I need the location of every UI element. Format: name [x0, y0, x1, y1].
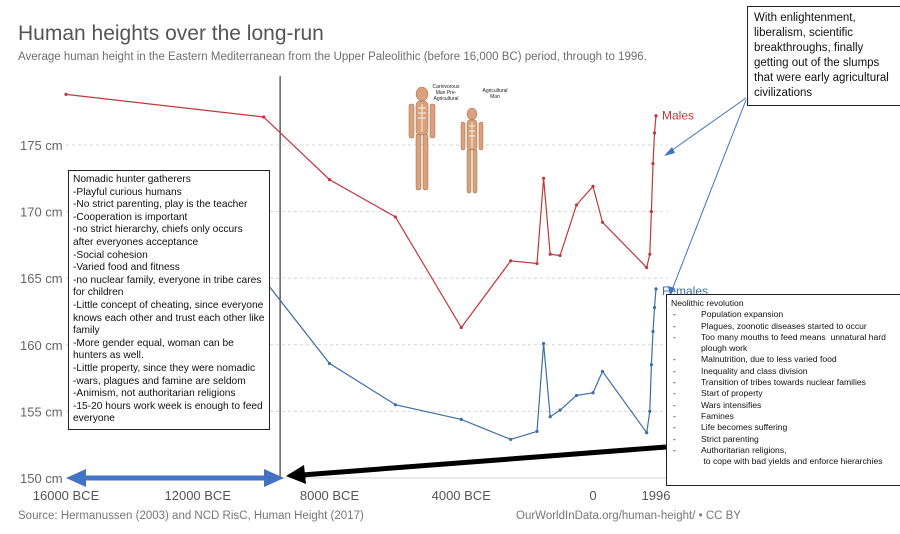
skeleton-illustration: Carnivorous Man Pre-Agricultural Agricul…	[404, 82, 516, 206]
y-tick-label: 170 cm	[20, 205, 63, 220]
data-point	[648, 252, 652, 256]
y-tick-label: 150 cm	[20, 471, 63, 486]
y-tick-label: 165 cm	[20, 271, 63, 286]
neolithic-item: Too many mouths to feed means unnatural …	[671, 332, 896, 355]
owid-credit: OurWorldInData.org/human-height/ • CC BY	[516, 510, 741, 522]
data-point	[651, 162, 655, 166]
hunter-gatherer-line: -Little property, since they were nomadi…	[73, 362, 256, 374]
neolithic-revolution-textbox: Neolithic revolution Population expansio…	[666, 294, 900, 486]
data-point	[645, 265, 649, 270]
data-point	[459, 325, 463, 330]
data-point	[648, 409, 652, 413]
neolithic-item: Wars intensifies	[671, 400, 896, 412]
data-point	[548, 252, 552, 256]
neolithic-item: Inequality and class division	[671, 366, 896, 378]
data-point	[327, 178, 332, 182]
hunter-gatherer-line: -15-20 hours work week is enough to feed…	[73, 400, 266, 425]
y-tick-label: 175 cm	[20, 138, 63, 153]
series-label: Males	[662, 109, 694, 123]
hunter-gatherer-line: -Cooperation is important	[73, 211, 188, 223]
chart-title: Human heights over the long-run	[18, 22, 324, 45]
hunter-gatherer-line: -Animism, not authoritarian religions	[73, 388, 236, 400]
neolithic-item: Authoritarian religions, to cope with ba…	[671, 445, 896, 468]
hunter-gatherer-line: -wars, plagues and famine are seldom	[73, 375, 246, 387]
source-note: Source: Hermanussen (2003) and NCD RisC,…	[18, 510, 364, 522]
data-point	[548, 415, 552, 419]
hunter-gatherer-line: -no strict hierarchy, chiefs only occurs…	[73, 224, 246, 248]
data-point	[541, 176, 546, 180]
data-point	[600, 220, 605, 224]
data-point	[558, 253, 562, 258]
x-tick-label: 12000 BCE	[165, 488, 232, 503]
hunter-gatherer-line: Nomadic hunter gatherers	[73, 174, 191, 185]
series-line-females	[246, 257, 657, 441]
hunter-gatherer-line: -Playful curious humans	[73, 186, 182, 198]
data-point	[558, 408, 562, 412]
paleolithic-arrow-head-left	[66, 469, 86, 487]
hunter-gatherer-line: -More gender equal, woman can be hunters…	[73, 337, 237, 362]
data-point	[652, 131, 657, 135]
chart-subtitle: Average human height in the Eastern Medi…	[18, 51, 647, 63]
data-point	[393, 215, 397, 219]
data-point	[459, 417, 463, 421]
data-point	[654, 287, 658, 291]
x-tick-label: 4000 BCE	[432, 488, 492, 503]
neolithic-item: Famines	[671, 411, 896, 423]
hunter-gatherer-line: -Varied food and fitness	[73, 262, 180, 274]
data-point	[649, 210, 653, 214]
data-point	[651, 329, 655, 334]
neolithic-heading: Neolithic revolution	[671, 298, 744, 308]
paleolithic-arrow-head-right	[264, 469, 284, 487]
neolithic-item: Life becomes suffering	[671, 422, 896, 434]
neolithic-arrow-shaft	[301, 444, 667, 478]
data-point	[541, 341, 546, 346]
neolithic-arrow-head	[286, 465, 306, 484]
data-point	[652, 305, 657, 310]
enlightenment-arrowhead-females	[668, 286, 675, 296]
neolithic-item: Strict parenting	[671, 434, 896, 446]
data-point	[600, 369, 605, 374]
neolithic-item: Start of property	[671, 388, 896, 400]
hunter-gatherer-line: -Social cohesion	[73, 249, 148, 261]
enlightenment-arrowhead-males	[664, 147, 675, 156]
skeleton-figures-icon	[408, 86, 484, 194]
enlightenment-arrow-females	[671, 99, 747, 291]
data-point	[535, 261, 539, 266]
y-tick-label: 155 cm	[20, 404, 63, 419]
neolithic-item: Transition of tribes towards nuclear fam…	[671, 377, 896, 389]
data-point	[262, 115, 266, 119]
data-point	[509, 437, 513, 441]
data-point	[591, 391, 595, 395]
hunter-gatherer-line: -Little concept of cheating, since every…	[73, 299, 268, 337]
data-point	[654, 114, 658, 118]
data-point	[574, 203, 579, 207]
enlightenment-textbox: With enlightenment, liberalism, scientif…	[747, 6, 900, 106]
hunter-gatherer-line: -no nuclear family, everyone in tribe ca…	[73, 274, 265, 299]
neolithic-item: Population expansion	[671, 309, 896, 321]
neolithic-item: Malnutrition, due to less varied food	[671, 354, 896, 366]
data-point	[535, 429, 539, 433]
data-point	[574, 393, 579, 398]
data-point	[327, 361, 332, 366]
data-point	[645, 431, 649, 435]
data-point	[393, 403, 397, 407]
x-tick-label: 0	[589, 488, 596, 503]
skeleton-label-right: Agricultural Man	[482, 88, 508, 100]
skeleton-label-left: Carnivorous Man Pre-Agricultural	[432, 84, 460, 102]
data-point	[591, 184, 595, 188]
y-tick-label: 160 cm	[20, 338, 63, 353]
data-point	[64, 92, 68, 96]
hunter-gatherer-textbox: Nomadic hunter gatherers -Playful curious…	[68, 170, 270, 430]
enlightenment-arrow-males	[667, 97, 747, 154]
neolithic-item: Plagues, zoonotic diseases started to oc…	[671, 321, 896, 333]
x-tick-label: 16000 BCE	[33, 488, 100, 503]
hunter-gatherer-line: -No strict parenting, play is the teache…	[73, 199, 248, 211]
data-point	[509, 259, 513, 263]
data-point	[649, 363, 653, 367]
x-tick-label: 1996	[642, 488, 671, 503]
x-tick-label: 8000 BCE	[300, 488, 360, 503]
